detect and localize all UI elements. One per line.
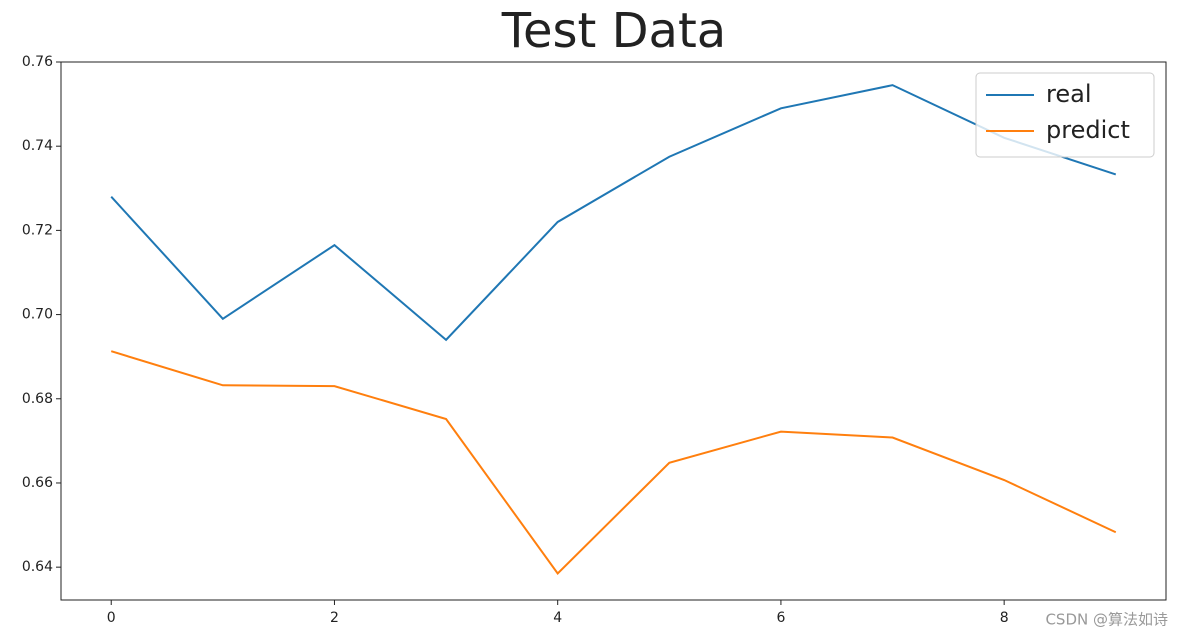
legend-label: real bbox=[1046, 80, 1091, 108]
x-tick-label: 8 bbox=[1000, 610, 1009, 626]
y-tick-label: 0.68 bbox=[22, 391, 53, 407]
x-tick-label: 0 bbox=[107, 610, 116, 626]
y-tick-label: 0.64 bbox=[22, 559, 53, 575]
chart-title: Test Data bbox=[501, 3, 726, 59]
legend: real predict bbox=[975, 72, 1155, 158]
x-tick-label: 4 bbox=[553, 610, 562, 626]
y-tick-label: 0.76 bbox=[22, 54, 53, 70]
x-tick-label: 2 bbox=[330, 610, 339, 626]
line-series bbox=[110, 84, 1117, 342]
watermark: CSDN @算法如诗 bbox=[1045, 611, 1168, 629]
y-tick-label: 0.72 bbox=[22, 222, 53, 238]
plot-frame bbox=[60, 61, 1167, 601]
line-series bbox=[110, 350, 1117, 576]
y-tick-label: 0.74 bbox=[22, 138, 53, 154]
x-tick-label: 6 bbox=[776, 610, 785, 626]
y-tick-label: 0.70 bbox=[22, 307, 53, 323]
y-tick-label: 0.66 bbox=[22, 475, 53, 491]
legend-label: predict bbox=[1046, 116, 1130, 144]
